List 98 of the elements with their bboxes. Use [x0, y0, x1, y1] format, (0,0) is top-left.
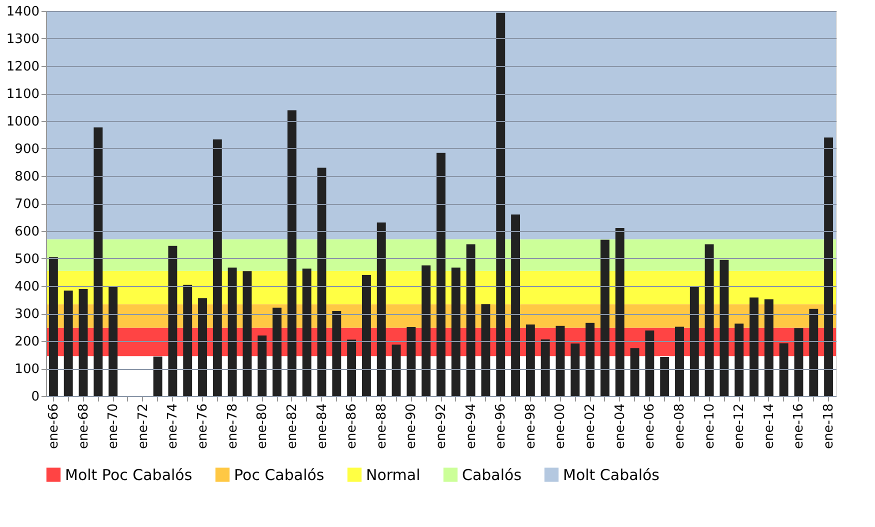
x-tick-label: ene-74	[166, 404, 181, 449]
bar	[212, 139, 222, 396]
x-tick-label: ene-84	[314, 404, 330, 449]
bar	[824, 138, 834, 396]
bar	[511, 214, 520, 396]
y-tick-label: 1400	[6, 4, 40, 20]
x-tick-label: ene-04	[612, 404, 628, 449]
y-tick-label: 0	[31, 390, 40, 404]
y-tick-label: 1100	[6, 87, 40, 102]
x-tick-label: ene-16	[792, 404, 807, 449]
y-tick-label: 400	[14, 280, 40, 294]
bar	[660, 356, 670, 396]
bar	[108, 286, 118, 396]
y-tick-label: 100	[14, 362, 40, 377]
bar	[228, 268, 237, 396]
bar	[451, 268, 460, 396]
bar	[586, 322, 595, 396]
bar	[734, 324, 744, 396]
x-tick-label: ene-94	[464, 404, 479, 449]
x-tick-label: ene-00	[553, 404, 568, 449]
x-tick-label: ene-14	[762, 404, 777, 449]
x-tick-label: ene-92	[434, 404, 449, 449]
bar	[630, 348, 640, 396]
bar	[466, 244, 476, 396]
bar	[302, 268, 312, 396]
bar	[258, 336, 267, 396]
bar	[287, 110, 296, 396]
x-tick-label: ene-78	[225, 404, 240, 449]
legend-label: Normal	[366, 466, 420, 484]
bar	[198, 298, 207, 396]
legend-label: Molt Cabalós	[563, 466, 660, 484]
x-tick-label: ene-72	[136, 404, 151, 449]
y-tick-label: 300	[14, 307, 40, 322]
x-tick-label: ene-06	[642, 404, 658, 449]
bar	[496, 12, 506, 396]
bar	[272, 308, 282, 396]
y-tick-label: 1300	[6, 32, 40, 47]
x-tick-label: ene-08	[672, 404, 688, 449]
bar	[570, 343, 580, 396]
bar	[392, 344, 401, 396]
x-tick-label: ene-70	[106, 404, 122, 449]
bar	[750, 298, 758, 396]
bar	[809, 308, 818, 396]
x-tick-label: ene-76	[196, 404, 211, 449]
bar	[78, 289, 88, 396]
bar	[242, 271, 252, 396]
bar	[720, 260, 729, 396]
bar	[704, 244, 714, 396]
bar	[422, 265, 431, 396]
bar	[526, 324, 535, 396]
x-tick-label: ene-90	[404, 404, 420, 449]
x-tick-label: ene-98	[523, 404, 538, 449]
bar	[332, 311, 342, 396]
y-tick-label: 900	[14, 142, 40, 157]
bar	[779, 343, 788, 396]
bar	[794, 328, 804, 396]
x-tick-label: ene-10	[702, 404, 718, 449]
y-tick-label: 1200	[6, 60, 40, 74]
x-tick-label: ene-86	[344, 404, 360, 449]
bar	[481, 304, 490, 396]
x-tick-label: ene-68	[76, 404, 92, 449]
bar	[94, 127, 103, 396]
x-tick-label: ene-88	[374, 404, 390, 449]
x-tick-label: ene-96	[494, 404, 509, 449]
bar	[615, 228, 624, 396]
x-tick-label: ene-02	[583, 404, 598, 449]
bar	[362, 275, 371, 396]
legend-label: Cabalós	[462, 466, 522, 484]
bar	[183, 284, 192, 396]
bar	[436, 152, 446, 396]
x-tick-label: ene-66	[46, 404, 62, 449]
x-tick-label: ene-12	[732, 404, 748, 449]
bar	[764, 299, 774, 396]
legend-label: Molt Poc Cabalós	[65, 466, 192, 484]
bar	[168, 246, 178, 396]
bar	[556, 326, 565, 396]
y-tick-label: 700	[14, 197, 40, 212]
bar	[317, 168, 326, 396]
y-tick-label: 200	[14, 334, 40, 350]
x-tick-label: ene-80	[255, 404, 270, 449]
bar	[153, 356, 162, 396]
bar	[48, 257, 58, 396]
bar	[675, 326, 684, 396]
y-tick-label: 500	[14, 252, 40, 267]
bar	[347, 340, 356, 396]
y-tick-label: 600	[14, 224, 40, 240]
legend-label: Poc Cabalós	[234, 466, 324, 484]
x-tick-label: ene-82	[284, 404, 300, 449]
bar	[406, 326, 416, 396]
y-tick-label: 800	[14, 170, 40, 184]
bar	[540, 339, 550, 396]
bar	[376, 222, 386, 396]
bar	[64, 290, 73, 396]
y-tick-label: 1000	[6, 114, 40, 130]
bar	[690, 286, 699, 396]
x-tick-label: ene-18	[822, 404, 837, 449]
bar	[600, 240, 610, 396]
bar	[645, 330, 654, 396]
